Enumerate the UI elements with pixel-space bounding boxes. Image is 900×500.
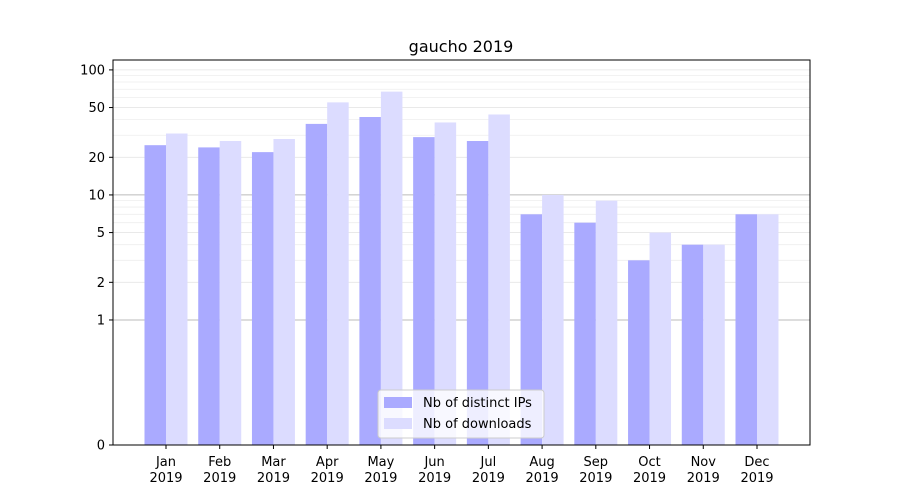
bar-downloads xyxy=(219,140,242,445)
x-tick-label: Jun 2019 xyxy=(418,455,451,486)
bar-distinct-ips xyxy=(413,137,435,445)
x-tick-label: Dec 2019 xyxy=(740,455,773,486)
x-tick-label: Mar 2019 xyxy=(257,455,290,486)
y-tick-label: 10 xyxy=(88,188,105,203)
bar-downloads xyxy=(273,139,295,445)
y-tick-label: 2 xyxy=(97,276,105,291)
x-tick-label: Oct 2019 xyxy=(633,455,666,486)
x-tick-label: Feb 2019 xyxy=(203,455,236,486)
x-tick-label: Jul 2019 xyxy=(472,455,505,486)
bar-downloads xyxy=(488,114,510,445)
bar-distinct-ips xyxy=(198,147,220,446)
y-tick-label: 20 xyxy=(88,151,105,166)
bar-distinct-ips xyxy=(359,117,381,445)
bar-downloads xyxy=(649,232,672,445)
y-tick-label: 5 xyxy=(97,226,105,241)
bar-distinct-ips xyxy=(574,222,596,445)
x-tick-label: Nov 2019 xyxy=(687,455,720,486)
bar-downloads xyxy=(703,244,725,445)
bars xyxy=(144,91,779,446)
bar-distinct-ips xyxy=(520,214,543,445)
chart-title: gaucho 2019 xyxy=(409,37,514,56)
bar-downloads xyxy=(434,122,457,445)
x-tick-label: Aug 2019 xyxy=(526,455,559,486)
bar-downloads xyxy=(595,200,618,445)
x-tick-label: Sep 2019 xyxy=(579,455,612,486)
bar-distinct-ips xyxy=(466,140,489,445)
x-tick-label: Apr 2019 xyxy=(311,455,344,486)
bar-distinct-ips xyxy=(251,152,274,445)
legend-label: Nb of distinct IPs xyxy=(423,396,532,411)
legend: Nb of distinct IPs Nb of downloads xyxy=(377,389,545,439)
y-axis: 0 1 2 5 10 20 50 100 xyxy=(80,63,113,454)
bar-distinct-ips xyxy=(681,244,704,445)
bar-distinct-ips xyxy=(628,260,650,445)
bar-downloads xyxy=(757,214,779,445)
bar-distinct-ips xyxy=(735,214,757,445)
y-tick-label: 1 xyxy=(97,313,105,328)
y-tick-label: 0 xyxy=(97,439,105,454)
legend-label: Nb of downloads xyxy=(423,417,532,432)
x-tick-label: May 2019 xyxy=(364,455,397,486)
x-axis: Jan 2019 Feb 2019 Mar 2019 Apr 2019 May 2019 Jun 20… xyxy=(149,445,774,486)
legend-box xyxy=(377,389,545,439)
bar-distinct-ips xyxy=(305,123,328,445)
bar-downloads xyxy=(327,102,349,445)
bar-downloads xyxy=(380,91,403,445)
bar-distinct-ips xyxy=(144,145,166,445)
plot-frame xyxy=(112,59,811,446)
y-tick-label: 50 xyxy=(88,101,105,116)
bar-downloads xyxy=(166,133,188,445)
y-tick-label: 100 xyxy=(80,63,105,78)
legend-swatch xyxy=(384,418,412,429)
bar-downloads xyxy=(542,194,564,445)
x-tick-label: Jan 2019 xyxy=(149,455,182,486)
legend-swatch xyxy=(384,397,412,408)
